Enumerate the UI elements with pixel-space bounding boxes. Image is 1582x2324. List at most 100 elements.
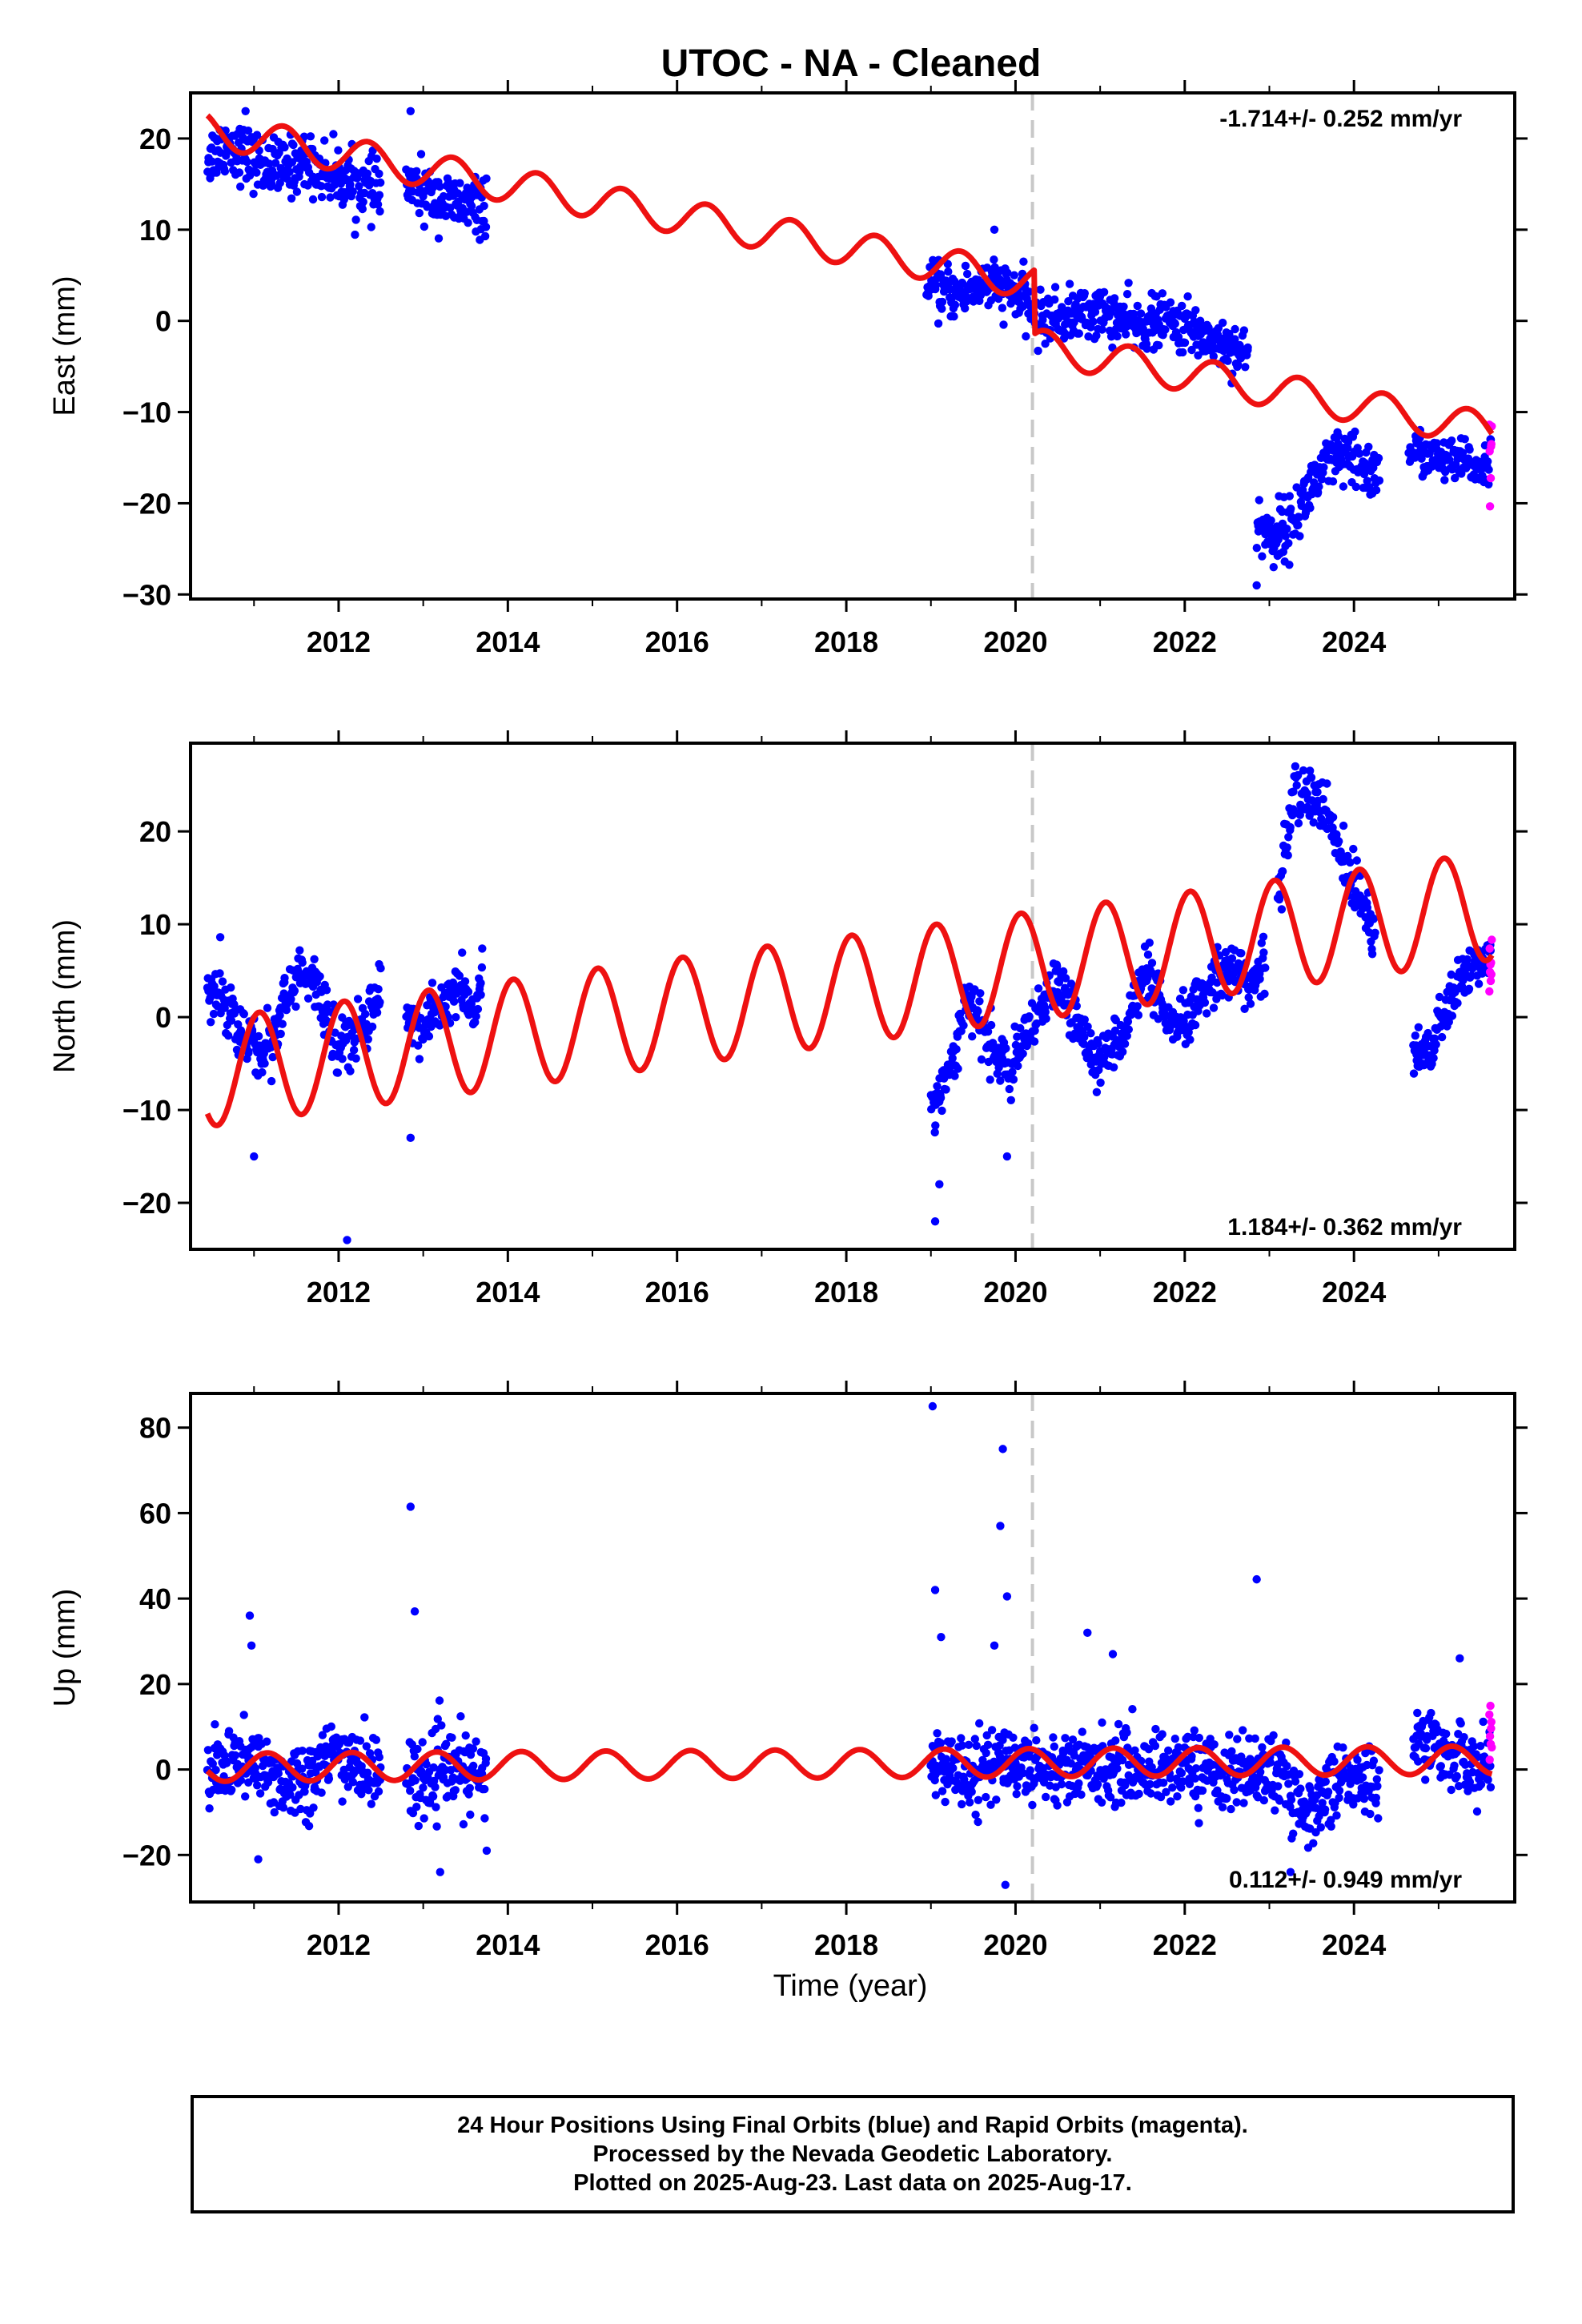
east-final-point <box>1334 432 1343 440</box>
up-final-point <box>1287 1795 1296 1804</box>
north-final-point <box>449 997 459 1006</box>
up-final-point <box>1151 1724 1160 1734</box>
east-final-point <box>1465 445 1474 454</box>
north-final-point <box>376 963 385 973</box>
east-final-point <box>1231 324 1239 334</box>
north-outlier-point <box>935 1180 944 1189</box>
up-outlier-point <box>406 1502 415 1511</box>
north-final-point <box>1186 1035 1195 1044</box>
east-final-point <box>1317 475 1327 484</box>
north-final-point <box>936 1093 946 1103</box>
up-final-point <box>367 1799 375 1808</box>
east-final-point <box>1267 523 1275 532</box>
east-y-tick-label: −30 <box>122 578 171 611</box>
east-final-point <box>1460 435 1469 444</box>
north-final-point <box>215 933 225 942</box>
up-final-point <box>461 1731 470 1740</box>
up-final-point <box>1269 1731 1278 1740</box>
up-final-point <box>1012 1790 1021 1799</box>
north-final-point <box>942 1085 950 1094</box>
north-final-point <box>322 986 331 995</box>
east-final-point <box>1219 318 1227 328</box>
north-final-point <box>974 1007 982 1016</box>
east-final-point <box>1080 289 1090 298</box>
up-x-tick-label: 2024 <box>1322 1928 1386 1961</box>
north-final-point <box>1133 1002 1142 1011</box>
up-final-point <box>1486 1783 1496 1791</box>
up-final-point <box>1284 1779 1293 1788</box>
east-final-point <box>1010 271 1019 279</box>
north-final-point <box>227 983 235 992</box>
east-final-point <box>1364 442 1373 452</box>
up-final-point <box>411 1776 420 1785</box>
east-final-point <box>416 150 426 159</box>
east-final-point <box>1092 331 1101 340</box>
east-final-point <box>1090 308 1100 316</box>
east-final-point <box>1295 532 1304 541</box>
up-final-point <box>1168 1783 1177 1792</box>
info-line-dates: Plotted on 2025-Aug-23. Last data on 202… <box>573 2170 1132 2196</box>
up-final-point <box>1049 1733 1058 1742</box>
up-final-point <box>936 1739 946 1747</box>
up-outlier-point <box>998 1445 1007 1454</box>
north-final-point <box>1435 992 1444 1002</box>
up-final-point <box>1309 1839 1318 1848</box>
up-final-point <box>998 1735 1007 1744</box>
east-final-point <box>1319 463 1328 472</box>
up-final-point <box>941 1797 950 1807</box>
up-final-point <box>205 1804 214 1813</box>
north-final-point <box>414 1041 423 1050</box>
north-final-point <box>260 1059 269 1068</box>
north-outlier-point <box>406 1133 415 1143</box>
north-final-point <box>361 1010 370 1019</box>
up-final-point <box>1185 1779 1195 1788</box>
up-final-point <box>241 1792 250 1801</box>
north-rapid-point <box>1488 935 1496 944</box>
up-final-point <box>308 1761 317 1770</box>
east-final-point <box>1339 482 1348 491</box>
north-x-tick-label: 2024 <box>1322 1276 1386 1309</box>
north-final-point <box>1278 866 1287 876</box>
east-x-tick-label: 2018 <box>814 625 878 658</box>
north-final-point <box>1110 1026 1120 1035</box>
up-final-point <box>1191 1791 1200 1801</box>
east-final-point <box>1299 485 1307 495</box>
up-final-point <box>374 1787 383 1796</box>
east-final-point <box>1065 279 1074 288</box>
up-final-point <box>448 1733 456 1742</box>
north-final-point <box>1080 1033 1089 1042</box>
up-final-point <box>971 1810 980 1819</box>
east-final-point <box>990 263 999 271</box>
north-final-point <box>1120 1039 1130 1048</box>
up-x-tick-label: 2020 <box>983 1928 1047 1961</box>
east-final-point <box>236 182 245 191</box>
east-final-point <box>434 234 444 243</box>
east-final-point <box>1158 289 1167 298</box>
up-final-point <box>442 1739 451 1748</box>
north-final-point <box>1227 954 1237 963</box>
up-outlier-point <box>1108 1650 1118 1659</box>
up-final-point <box>1028 1800 1037 1810</box>
east-x-tick-label: 2014 <box>476 625 540 658</box>
east-x-tick-label: 2022 <box>1153 625 1217 658</box>
up-final-point <box>432 1803 440 1811</box>
east-final-point <box>1355 449 1364 458</box>
up-final-point <box>1327 1815 1335 1824</box>
north-final-point <box>276 1029 285 1039</box>
north-final-point <box>1147 959 1157 967</box>
up-final-point <box>324 1774 334 1783</box>
up-final-point <box>208 1759 217 1768</box>
north-y-tick-label: 20 <box>139 815 171 848</box>
north-final-point <box>1244 993 1253 1002</box>
east-final-point <box>464 219 472 227</box>
east-final-point <box>1306 504 1315 513</box>
up-final-point <box>1050 1742 1059 1751</box>
info-line-processor: Processed by the Nevada Geodetic Laborat… <box>592 2141 1113 2167</box>
up-final-point <box>413 1744 422 1754</box>
up-final-point <box>1227 1804 1235 1814</box>
north-final-point <box>1339 821 1348 830</box>
east-y-tick-label: 10 <box>139 214 171 247</box>
up-final-point <box>958 1741 967 1750</box>
up-final-point <box>309 1803 318 1812</box>
up-final-point <box>288 1783 297 1792</box>
